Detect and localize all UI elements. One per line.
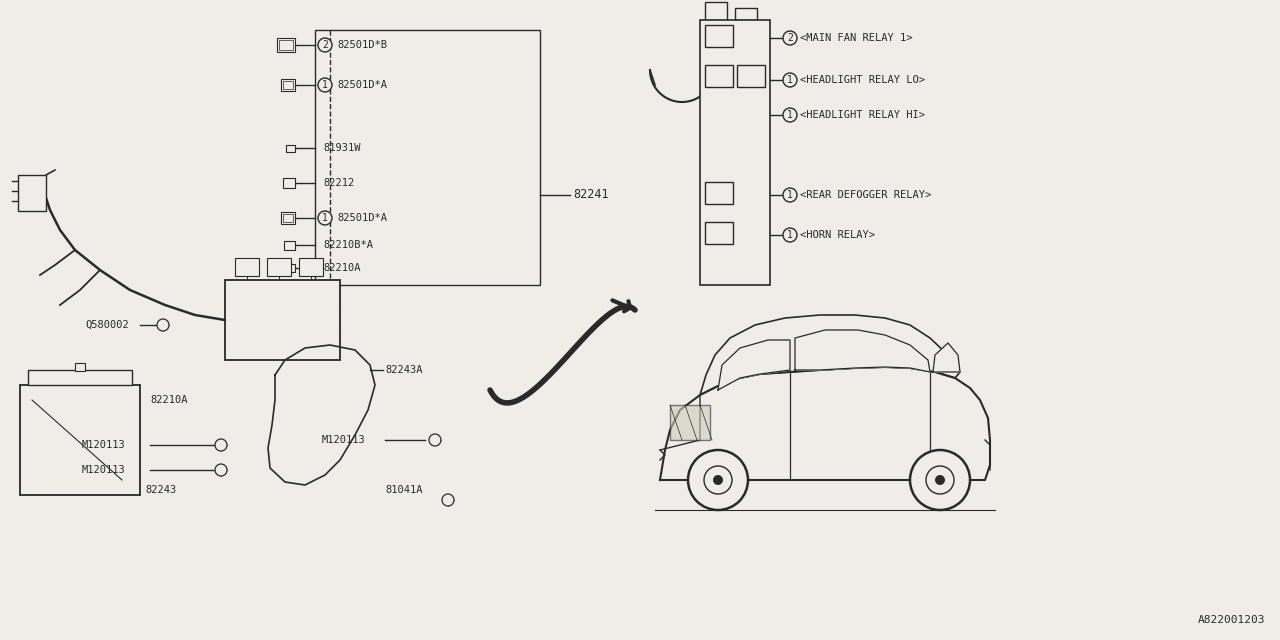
Text: 82210A: 82210A — [150, 395, 187, 405]
Polygon shape — [795, 330, 931, 372]
Bar — [705, 222, 733, 244]
Bar — [279, 40, 293, 50]
Circle shape — [215, 464, 227, 476]
Circle shape — [783, 188, 797, 202]
Bar — [28, 370, 132, 385]
Bar — [315, 30, 540, 285]
Bar — [705, 2, 727, 20]
Text: 1: 1 — [787, 190, 792, 200]
Bar — [737, 65, 765, 87]
Text: 82241: 82241 — [573, 189, 608, 202]
Circle shape — [783, 31, 797, 45]
Text: A822001203: A822001203 — [1198, 615, 1265, 625]
Circle shape — [215, 439, 227, 451]
Bar — [285, 264, 294, 272]
Circle shape — [704, 466, 732, 494]
Bar — [705, 182, 733, 204]
Bar — [285, 145, 294, 152]
Text: 82501D*A: 82501D*A — [337, 80, 387, 90]
Text: M120113: M120113 — [323, 435, 366, 445]
Circle shape — [317, 211, 332, 225]
Text: 1: 1 — [787, 75, 792, 85]
Circle shape — [783, 108, 797, 122]
Polygon shape — [718, 340, 790, 390]
Bar — [669, 405, 710, 440]
Text: 81041A: 81041A — [385, 485, 422, 495]
Text: 2: 2 — [787, 33, 792, 43]
Bar — [268, 258, 291, 276]
Bar — [236, 258, 259, 276]
Circle shape — [689, 450, 748, 510]
Bar — [18, 175, 46, 211]
Text: 82501D*B: 82501D*B — [337, 40, 387, 50]
Text: <MAIN FAN RELAY 1>: <MAIN FAN RELAY 1> — [800, 33, 913, 43]
Circle shape — [429, 434, 442, 446]
Bar — [225, 280, 340, 360]
Bar — [284, 241, 294, 250]
Bar — [282, 79, 294, 91]
Polygon shape — [700, 315, 960, 395]
Circle shape — [934, 475, 945, 485]
Text: 1: 1 — [787, 110, 792, 120]
Text: M120113: M120113 — [82, 440, 125, 450]
Text: <REAR DEFOGGER RELAY>: <REAR DEFOGGER RELAY> — [800, 190, 932, 200]
Bar — [705, 25, 733, 47]
Bar — [283, 178, 294, 188]
Circle shape — [783, 228, 797, 242]
Text: 82210A: 82210A — [323, 263, 361, 273]
Circle shape — [157, 319, 169, 331]
Text: <HEADLIGHT RELAY HI>: <HEADLIGHT RELAY HI> — [800, 110, 925, 120]
Text: 1: 1 — [323, 213, 328, 223]
Text: M120113: M120113 — [82, 465, 125, 475]
Bar — [76, 363, 84, 371]
Text: 82212: 82212 — [323, 178, 355, 188]
Text: 82501D*A: 82501D*A — [337, 213, 387, 223]
Text: <HORN RELAY>: <HORN RELAY> — [800, 230, 876, 240]
Text: 82243A: 82243A — [385, 365, 422, 375]
Bar — [20, 385, 140, 495]
Bar — [735, 8, 756, 20]
Text: 82243: 82243 — [145, 485, 177, 495]
Circle shape — [783, 73, 797, 87]
Bar — [700, 20, 771, 285]
Circle shape — [713, 475, 723, 485]
Bar — [276, 38, 294, 52]
Polygon shape — [268, 345, 375, 485]
Circle shape — [442, 494, 454, 506]
Bar — [705, 65, 733, 87]
Circle shape — [317, 78, 332, 92]
Bar — [300, 258, 323, 276]
Text: 1: 1 — [787, 230, 792, 240]
Circle shape — [925, 466, 954, 494]
Text: 81931W: 81931W — [323, 143, 361, 153]
Text: Q580002: Q580002 — [84, 320, 129, 330]
Text: 82210B*A: 82210B*A — [323, 240, 372, 250]
Circle shape — [317, 38, 332, 52]
Text: 1: 1 — [323, 80, 328, 90]
Bar — [283, 81, 293, 89]
Polygon shape — [660, 367, 989, 480]
Text: 2: 2 — [323, 40, 328, 50]
Bar — [282, 212, 294, 224]
Circle shape — [910, 450, 970, 510]
Bar — [283, 214, 293, 222]
Polygon shape — [933, 343, 960, 372]
Text: <HEADLIGHT RELAY LO>: <HEADLIGHT RELAY LO> — [800, 75, 925, 85]
